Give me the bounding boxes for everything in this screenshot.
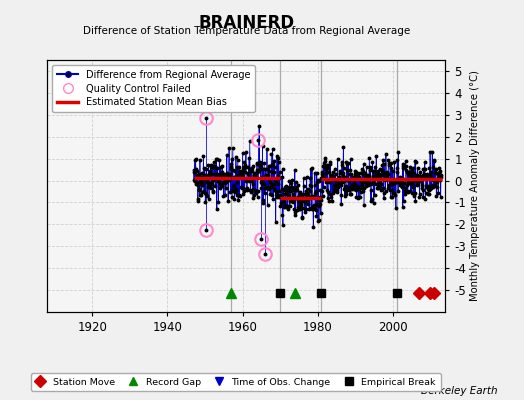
Text: BRAINERD: BRAINERD <box>198 14 294 32</box>
Legend: Station Move, Record Gap, Time of Obs. Change, Empirical Break: Station Move, Record Gap, Time of Obs. C… <box>31 373 441 391</box>
Text: Berkeley Earth: Berkeley Earth <box>421 386 498 396</box>
Text: Difference of Station Temperature Data from Regional Average: Difference of Station Temperature Data f… <box>83 26 410 36</box>
Legend: Difference from Regional Average, Quality Control Failed, Estimated Station Mean: Difference from Regional Average, Qualit… <box>52 65 255 112</box>
Y-axis label: Monthly Temperature Anomaly Difference (°C): Monthly Temperature Anomaly Difference (… <box>471 70 481 302</box>
